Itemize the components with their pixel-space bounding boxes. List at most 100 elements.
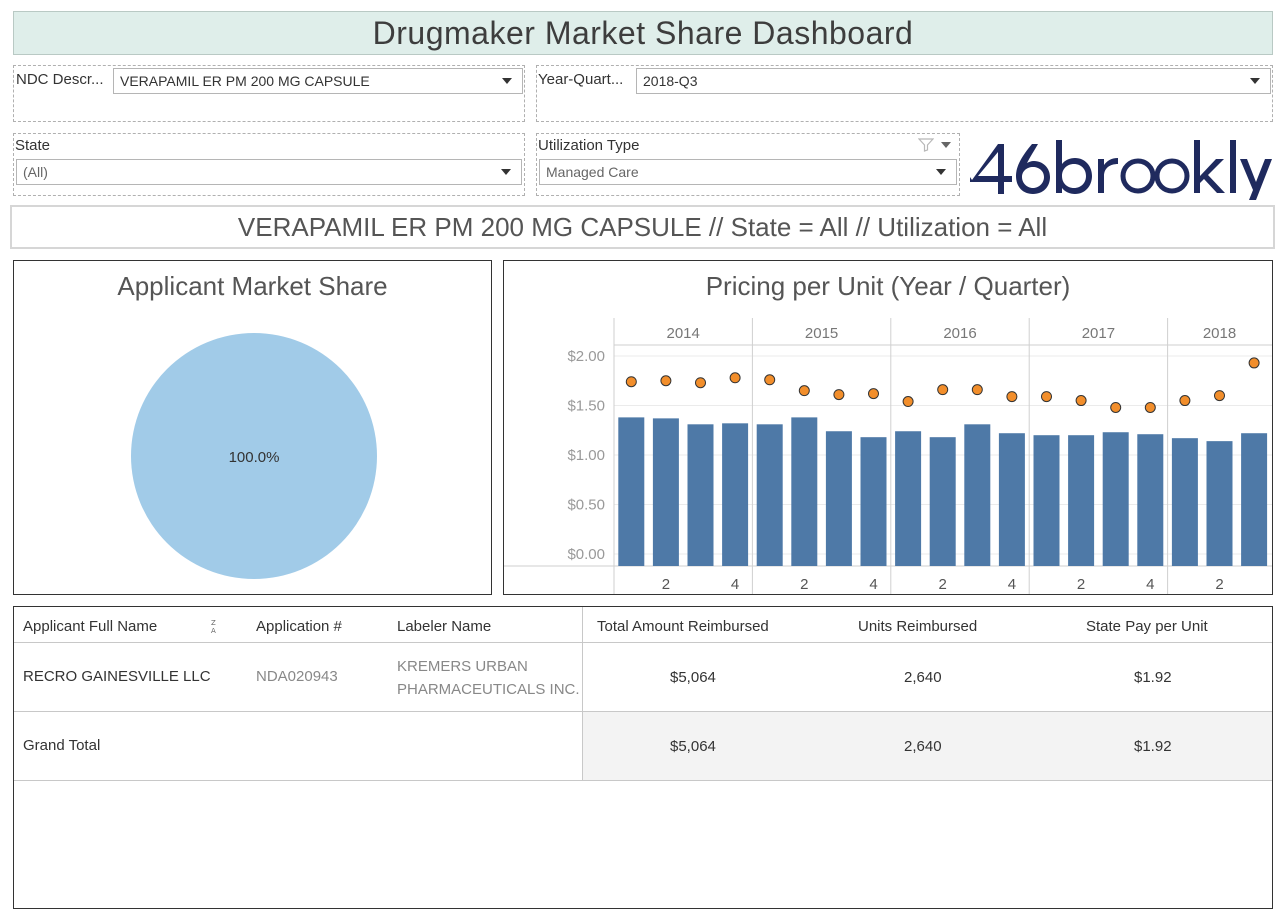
price-point[interactable] [833, 389, 845, 401]
price-point[interactable] [1041, 391, 1052, 403]
grand-total-label: Grand Total [23, 737, 101, 754]
price-bar[interactable] [722, 423, 749, 566]
grand-total-total: $5,064 [670, 738, 716, 755]
price-bar[interactable] [825, 431, 852, 566]
quarter-tick-label: 2 [1077, 576, 1085, 593]
utilization-filter-label: Utilization Type [538, 137, 640, 154]
ndc-dropdown[interactable]: VERAPAMIL ER PM 200 MG CAPSULE [113, 68, 523, 94]
year-label: 2018 [1203, 325, 1236, 342]
price-bar[interactable] [998, 433, 1025, 566]
price-point[interactable] [902, 396, 914, 408]
header-application[interactable]: Application # [256, 618, 342, 635]
row-total: $5,064 [670, 669, 716, 686]
quarter-tick-label: 4 [1008, 576, 1016, 593]
header-total[interactable]: Total Amount Reimbursed [597, 618, 769, 635]
brand-logo [968, 130, 1274, 202]
ndc-filter: NDC Descr... VERAPAMIL ER PM 200 MG CAPS… [13, 65, 525, 122]
price-bar[interactable] [1033, 435, 1060, 566]
header-labeler[interactable]: Labeler Name [397, 618, 492, 635]
quarter-tick-label: 4 [869, 576, 877, 593]
price-bar[interactable] [1068, 435, 1095, 566]
svg-text:Z: Z [211, 619, 216, 627]
price-point[interactable] [729, 372, 741, 384]
pie-slice-label: 100.0% [229, 449, 280, 466]
price-bar[interactable] [964, 424, 991, 566]
row-units: 2,640 [904, 669, 942, 686]
quarter-tick-label: 2 [662, 576, 670, 593]
market-share-title: Applicant Market Share [117, 271, 388, 301]
grand-total-units: 2,640 [904, 738, 942, 755]
price-bar[interactable] [791, 417, 818, 566]
state-dropdown-value: (All) [23, 164, 48, 180]
price-point[interactable] [868, 388, 879, 400]
utilization-dropdown[interactable]: Managed Care [539, 159, 957, 185]
reimbursement-table [13, 606, 1273, 909]
price-bar[interactable] [860, 437, 887, 566]
pie-slice[interactable] [131, 333, 377, 579]
state-filter-label: State [15, 137, 51, 154]
price-bar[interactable] [1102, 432, 1129, 566]
svg-text:A: A [211, 627, 216, 635]
price-bar[interactable] [756, 424, 783, 566]
price-point[interactable] [1214, 390, 1225, 402]
market-share-panel: Applicant Market Share 100.0% [13, 260, 492, 595]
chevron-down-icon [501, 169, 511, 175]
price-bar[interactable] [895, 431, 922, 566]
header-applicant[interactable]: Applicant Full Name [23, 618, 158, 635]
table-row-divider [14, 711, 1272, 712]
price-bar[interactable] [687, 424, 714, 566]
price-point[interactable] [1248, 357, 1260, 369]
year-quarter-filter: Year-Quart... 2018-Q3 [536, 65, 1273, 122]
dashboard-title-text: Drugmaker Market Share Dashboard [372, 14, 914, 51]
header-units[interactable]: Units Reimbursed [858, 618, 978, 635]
price-point[interactable] [660, 375, 672, 387]
chevron-down-icon [502, 78, 512, 84]
y-tick-label: $2.00 [567, 348, 605, 365]
price-point[interactable] [1179, 395, 1191, 407]
grand-total-background [583, 712, 1272, 780]
price-point[interactable] [695, 377, 706, 389]
utilization-filter: Utilization Type Managed Care [536, 133, 960, 196]
year-label: 2014 [667, 325, 700, 342]
state-dropdown[interactable]: (All) [16, 159, 522, 185]
header-pay[interactable]: State Pay per Unit [1086, 618, 1208, 635]
price-point[interactable] [1006, 391, 1018, 403]
row-labeler-line2: PHARMACEUTICALS INC. [397, 681, 580, 698]
row-applicant: RECRO GAINESVILLE LLC [23, 668, 211, 685]
y-tick-label: $0.50 [567, 497, 605, 514]
year-quarter-dropdown[interactable]: 2018-Q3 [636, 68, 1271, 94]
year-label: 2015 [805, 325, 838, 342]
year-label: 2016 [943, 325, 976, 342]
year-quarter-filter-label: Year-Quart... [538, 71, 624, 88]
price-point[interactable] [625, 376, 637, 388]
filter-icon[interactable] [917, 138, 935, 152]
price-bar[interactable] [1171, 438, 1198, 566]
price-bar[interactable] [1206, 441, 1233, 566]
price-bar[interactable] [652, 418, 679, 566]
price-point[interactable] [1110, 401, 1122, 413]
row-labeler-line1: KREMERS URBAN [397, 658, 528, 675]
selection-summary-text: VERAPAMIL ER PM 200 MG CAPSULE // State … [237, 211, 1048, 242]
price-bar[interactable] [929, 437, 956, 566]
pricing-chart: $0.00 $0.50 $1.00 $1.50 $2.00 2014 2015 2016 201… [504, 318, 1272, 594]
price-point[interactable] [798, 385, 810, 397]
dashboard-title: Drugmaker Market Share Dashboard [13, 11, 1273, 55]
price-bar[interactable] [1241, 433, 1268, 566]
price-point[interactable] [1144, 401, 1156, 413]
filter-menu-icon[interactable] [941, 142, 951, 148]
row-pay: $1.92 [1134, 669, 1172, 686]
utilization-dropdown-value: Managed Care [546, 164, 639, 180]
pricing-panel: Pricing per Unit (Year / Quarter) $0.00 $… [503, 260, 1273, 595]
pie-chart: 100.0% [131, 333, 377, 579]
price-point[interactable] [971, 384, 983, 396]
table-column-divider [582, 607, 583, 780]
ndc-dropdown-value: VERAPAMIL ER PM 200 MG CAPSULE [120, 73, 370, 89]
quarter-tick-label: 4 [731, 576, 739, 593]
price-bar[interactable] [618, 417, 645, 566]
price-point[interactable] [764, 374, 776, 386]
price-point[interactable] [1075, 395, 1087, 407]
price-point[interactable] [937, 384, 949, 396]
chevron-down-icon [1250, 78, 1260, 84]
price-bar[interactable] [1137, 434, 1164, 566]
